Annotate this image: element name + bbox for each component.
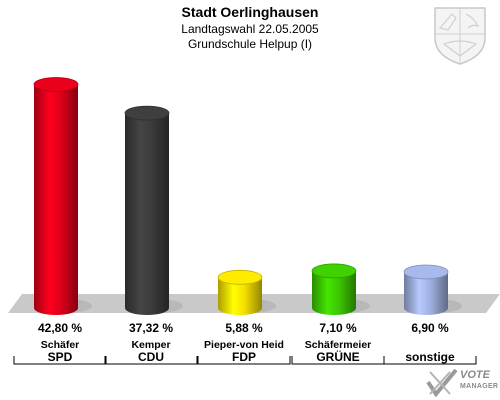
bar [404,271,448,315]
bar [34,84,78,315]
check-mark-icon [426,368,458,398]
category-label: CDU [138,350,164,364]
value-label: 5,88 % [225,321,263,335]
bar-top [403,264,449,280]
value-label: 42,80 % [38,321,82,335]
category-label: sonstige [405,350,455,364]
bar [218,277,262,315]
value-label: 6,90 % [411,321,449,335]
value-label: 7,10 % [319,321,357,335]
category-bracket [197,356,291,365]
polling-district: Grundschule Helpup (I) [187,37,313,51]
chart-title: Stadt Oerlinghausen [181,4,319,20]
value-label: 37,32 % [129,321,173,335]
category-bracket [104,356,198,365]
candidate-label: Schäfer [41,339,80,351]
category-label: GRÜNE [316,349,359,364]
logo-text: VOTE [460,369,490,381]
coat-of-arms-icon [434,7,486,65]
candidate-label: Pieper-von Heid [204,339,284,351]
category-bracket [13,356,107,365]
category-bracket [383,356,477,365]
bar-top [124,105,170,121]
bar-top [217,269,263,285]
bar [125,113,169,316]
candidate-label: Schäfermeier [305,339,372,351]
category-label: SPD [48,350,73,364]
candidate-label: Kemper [131,339,170,351]
election-subtitle: Landtagswahl 22.05.2005 [181,22,319,36]
bar-top [311,263,357,279]
category-label: FDP [232,350,256,364]
bar [312,270,356,315]
bar-top [33,77,79,92]
vote-manager-logo: VOTE MANAGER [424,368,500,400]
logo-subtext: MANAGER [460,383,499,390]
